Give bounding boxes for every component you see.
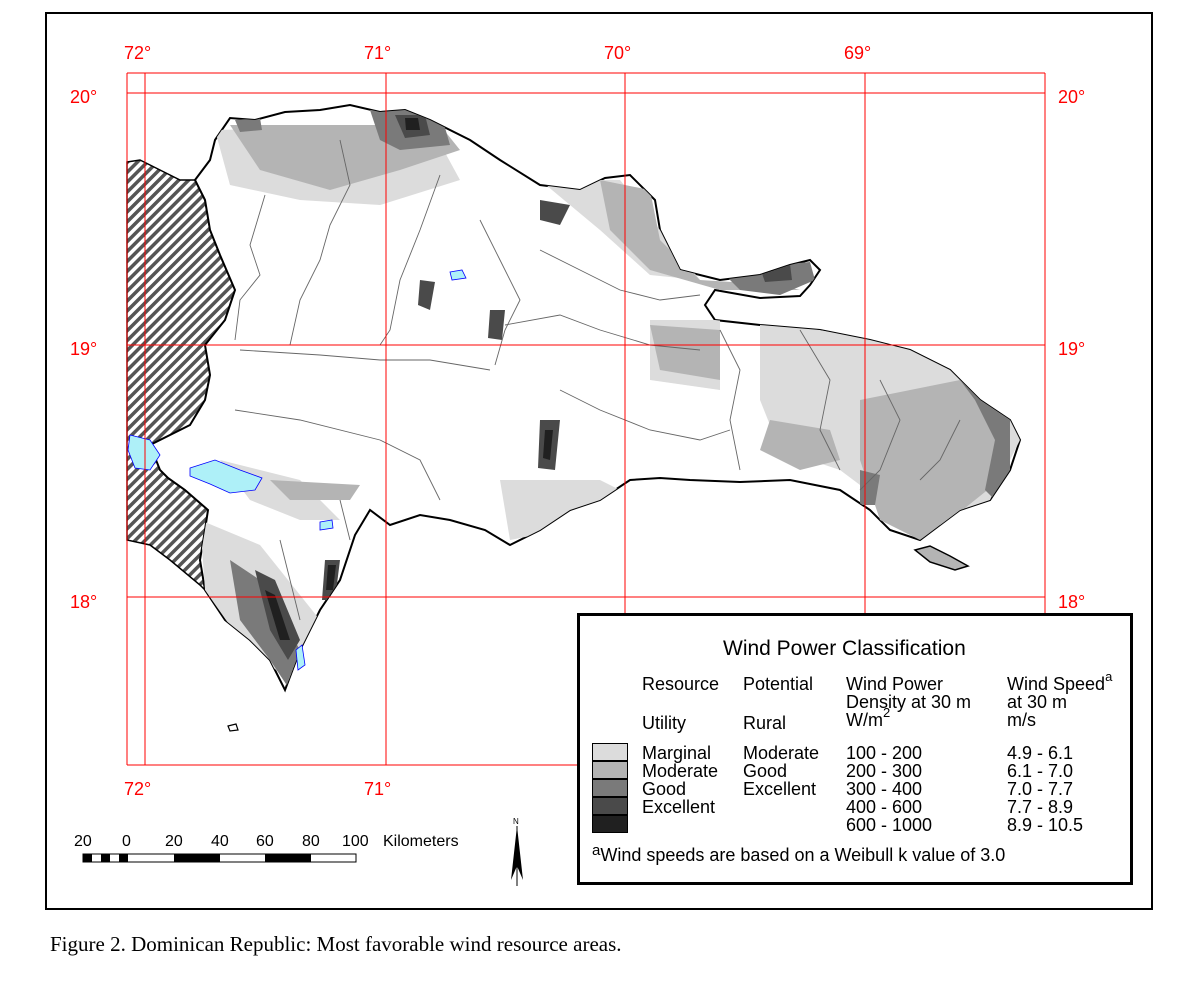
lake-enriquillo — [189, 459, 263, 494]
legend-swatch-3 — [592, 779, 628, 797]
legend-speed-4: 7.7 - 8.9 — [1007, 797, 1074, 817]
legend-speed-5: 8.9 - 10.5 — [1007, 815, 1084, 835]
legend-title: Wind Power Classification — [723, 637, 966, 660]
legend-utility-3: Good — [642, 779, 687, 799]
scale-tick-0: 0 — [122, 833, 131, 850]
lon-label-bottom-71: 71° — [364, 779, 392, 799]
legend-swatch-2 — [592, 761, 628, 779]
scale-unit-label: Kilometers — [383, 833, 459, 850]
saona-island — [913, 545, 970, 571]
province-boundaries — [234, 139, 961, 621]
legend-speed-2: 6.1 - 7.0 — [1007, 761, 1074, 781]
lake-small-2 — [319, 519, 334, 531]
legend-speed-title: Wind Speed — [1007, 674, 1106, 694]
scale-tick-80: 80 — [302, 833, 320, 850]
lat-label-left-18: 18° — [70, 592, 98, 612]
legend-header-power-3: W/m2 — [846, 705, 890, 731]
resource-moderate — [230, 125, 1000, 540]
lat-label-right-18: 18° — [1058, 592, 1086, 612]
legend-swatch-1 — [592, 743, 628, 761]
legend-footnote: aWind speeds are based on a Weibull k va… — [592, 842, 1006, 866]
legend-power-unit: W/m — [846, 710, 883, 730]
legend-power-3: 300 - 400 — [846, 779, 923, 799]
legend-power-4: 400 - 600 — [846, 797, 923, 817]
lon-label-top-70: 70° — [604, 43, 632, 63]
legend-header-speed-2: at 30 m — [1007, 692, 1068, 712]
wind-power-legend: Wind Power Classification Resource Poten… — [577, 613, 1133, 885]
lat-label-right-20: 20° — [1058, 87, 1086, 107]
lat-lon-grid — [126, 72, 1046, 766]
legend-utility-1: Marginal — [642, 743, 712, 763]
legend-swatch-5 — [592, 815, 628, 833]
legend-utility-2: Moderate — [642, 761, 719, 781]
legend-header-speed-3: m/s — [1007, 710, 1036, 730]
lon-label-top-69: 69° — [844, 43, 872, 63]
lake-azuei-shore — [127, 434, 161, 471]
legend-speed-3: 7.0 - 7.7 — [1007, 779, 1074, 799]
legend-swatch-4 — [592, 797, 628, 815]
legend-rural-1: Moderate — [743, 743, 820, 763]
lat-label-left-20: 20° — [70, 87, 98, 107]
lat-label-left-19: 19° — [70, 339, 98, 359]
legend-subheader-rural: Rural — [743, 713, 787, 733]
water-bodies — [127, 269, 467, 671]
map-frame — [45, 12, 1153, 910]
scale-bar — [82, 853, 357, 863]
legend-power-1: 100 - 200 — [846, 743, 923, 763]
legend-subheader-utility: Utility — [642, 713, 686, 733]
lake-small-1 — [449, 269, 467, 281]
scale-tick-20: 20 — [165, 833, 183, 850]
legend-rural-2: Good — [743, 761, 788, 781]
figure-caption: Figure 2. Dominican Republic: Most favor… — [50, 932, 622, 956]
legend-utility-4: Excellent — [642, 797, 716, 817]
legend-footnote-mark: a — [592, 842, 601, 859]
legend-header-power-1: Wind Power — [846, 674, 944, 694]
legend-header-resource: Resource — [642, 674, 720, 694]
legend-header-potential: Potential — [743, 674, 814, 694]
beata-island — [227, 723, 239, 732]
legend-speed-1: 4.9 - 6.1 — [1007, 743, 1074, 763]
legend-footnote-text: Wind speeds are based on a Weibull k val… — [600, 845, 1006, 865]
north-arrow-label: N — [513, 817, 519, 826]
scale-tick-60: 60 — [256, 833, 274, 850]
scale-tick-100: 100 — [342, 833, 369, 850]
legend-speed-sup: a — [1105, 669, 1113, 684]
scale-tick-20-left: 20 — [74, 833, 92, 850]
wind-resource-areas — [200, 110, 1020, 690]
legend-header-power-2: Density at 30 m — [846, 692, 972, 712]
legend-power-unit-sup: 2 — [882, 705, 891, 720]
legend-header-speed-1: Wind Speeda — [1007, 669, 1112, 695]
lagoon-south — [295, 644, 306, 671]
lon-label-top-71: 71° — [364, 43, 392, 63]
lat-label-right-19: 19° — [1058, 339, 1086, 359]
legend-power-2: 200 - 300 — [846, 761, 923, 781]
legend-rural-3: Excellent — [743, 779, 817, 799]
lon-label-bottom-72: 72° — [124, 779, 152, 799]
scale-tick-40: 40 — [211, 833, 229, 850]
legend-power-5: 600 - 1000 — [846, 815, 933, 835]
lon-label-top-72: 72° — [124, 43, 152, 63]
north-arrow-icon — [511, 826, 523, 886]
